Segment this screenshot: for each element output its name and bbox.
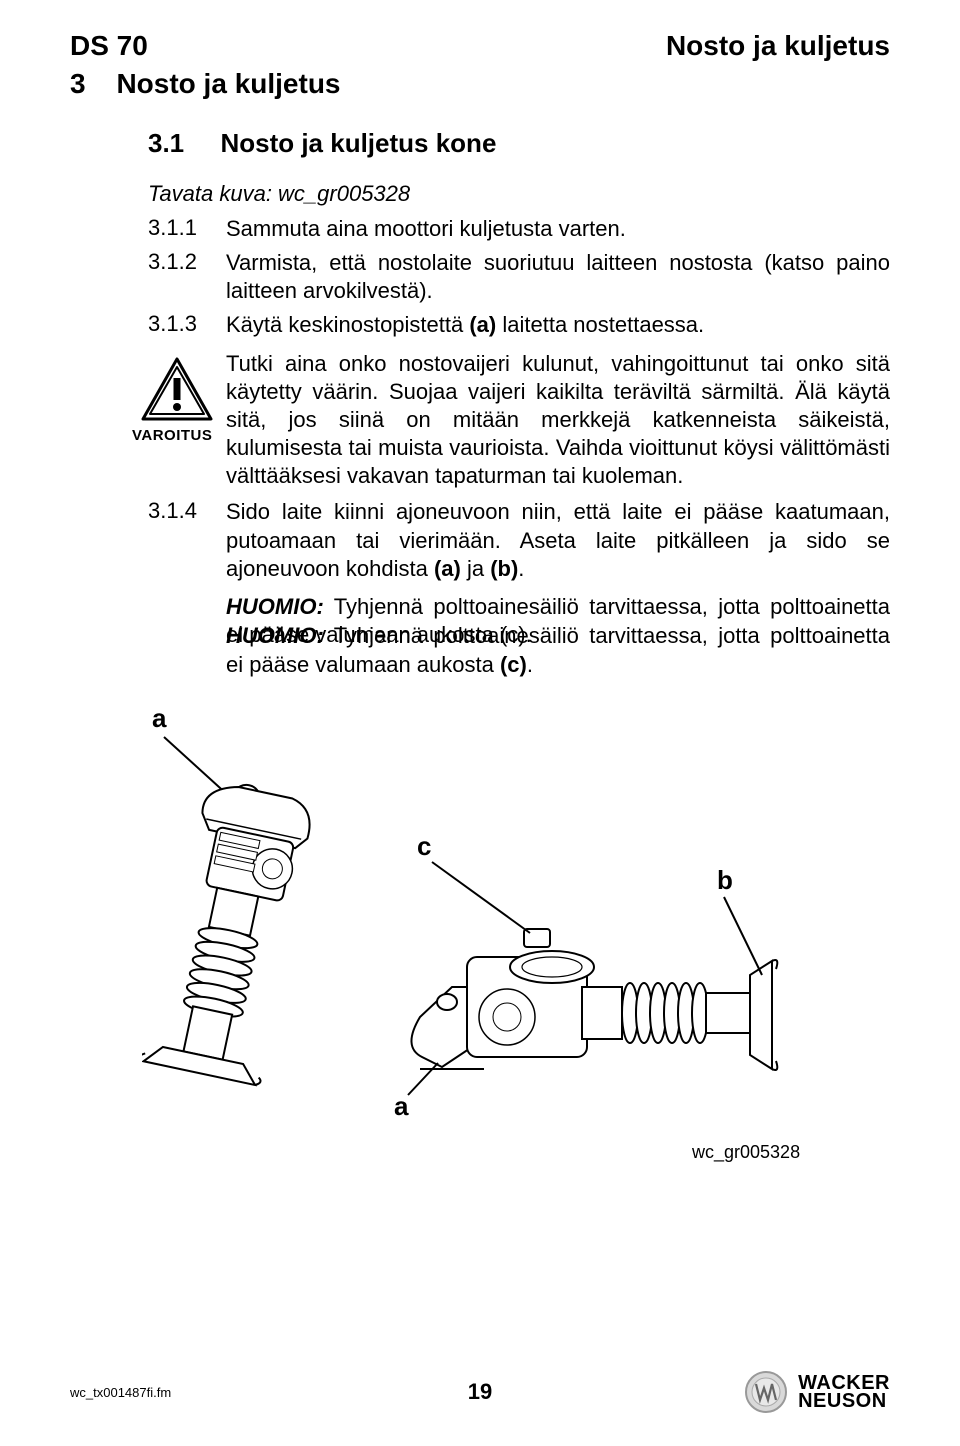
page: DS 70 Nosto ja kuljetus 3 Nosto ja kulje… <box>0 0 960 1446</box>
item-number: 3.1.4 <box>148 498 226 582</box>
chapter-heading: 3 Nosto ja kuljetus <box>70 68 890 100</box>
instruction-list: 3.1.1 Sammuta aina moottori kuljetusta v… <box>148 215 890 340</box>
item-number: 3.1.3 <box>148 311 226 339</box>
header-chapter-title: Nosto ja kuljetus <box>666 30 890 62</box>
section: 3.1 Nosto ja kuljetus kone Tavata kuva: … <box>148 128 890 1163</box>
footer-filename: wc_tx001487fi.fm <box>70 1385 171 1400</box>
item-text: Sido laite kiinni ajoneuvoon niin, että … <box>226 498 890 582</box>
item-number: 3.1.1 <box>148 215 226 243</box>
label-b: b <box>717 865 733 895</box>
footer-logo: WACKER NEUSON <box>744 1370 890 1414</box>
wacker-logo-text: WACKER NEUSON <box>798 1374 890 1410</box>
figure: a <box>142 697 890 1163</box>
list-item: 3.1.1 Sammuta aina moottori kuljetusta v… <box>148 215 890 243</box>
notice-lead: HUOMIO: <box>226 594 324 619</box>
page-footer: wc_tx001487fi.fm 19 WACKER NEUSON <box>0 1360 960 1424</box>
label-a-bottom: a <box>394 1091 409 1121</box>
section-number: 3.1 <box>148 128 216 159</box>
chapter-number: 3 <box>70 68 112 100</box>
label-c: c <box>417 831 431 861</box>
section-heading: 3.1 Nosto ja kuljetus kone <box>148 128 890 159</box>
item-text: Käytä keskinostopistettä (a) laitetta no… <box>226 311 890 339</box>
item-text: Varmista, että nostolaite suoriutuu lait… <box>226 249 890 305</box>
item-text: Sammuta aina moottori kuljetusta varten. <box>226 215 890 243</box>
list-item: 3.1.4 Sido laite kiinni ajoneuvoon niin,… <box>148 498 890 582</box>
instruction-list-2: 3.1.4 Sido laite kiinni ajoneuvoon niin,… <box>148 498 890 582</box>
list-item: 3.1.2 Varmista, että nostolaite suoriutu… <box>148 249 890 305</box>
warning-triangle-icon <box>134 356 220 429</box>
logo-line-2: NEUSON <box>798 1392 890 1410</box>
warning-block: VAROITUS Tutki aina onko nostovaijeri ku… <box>148 350 890 491</box>
figure-caption: wc_gr005328 <box>692 1142 890 1163</box>
page-number: 19 <box>468 1379 492 1405</box>
label-a-top: a <box>152 703 167 733</box>
item-number: 3.1.2 <box>148 249 226 305</box>
warning-text: Tutki aina onko nostovaijeri kulunut, va… <box>226 351 890 489</box>
notice-lead-2: HUOMIO: <box>226 623 324 648</box>
figure-reference: Tavata kuva: wc_gr005328 <box>148 181 890 207</box>
list-item: 3.1.3 Käytä keskinostopistettä (a) laite… <box>148 311 890 339</box>
rammer-upright <box>142 775 320 1086</box>
header-model: DS 70 <box>70 30 148 62</box>
wacker-logo-icon <box>744 1370 788 1414</box>
section-title: Nosto ja kuljetus kone <box>220 128 496 158</box>
rammer-lying <box>411 929 777 1070</box>
warning-label: VAROITUS <box>132 426 212 445</box>
page-header: DS 70 Nosto ja kuljetus <box>70 30 890 62</box>
rammer-diagram: a <box>142 697 872 1127</box>
notice-text-formatted: HUOMIO: Tyhjennä polttoainesäiliö tarvit… <box>148 622 890 679</box>
chapter-title: Nosto ja kuljetus <box>116 68 340 99</box>
